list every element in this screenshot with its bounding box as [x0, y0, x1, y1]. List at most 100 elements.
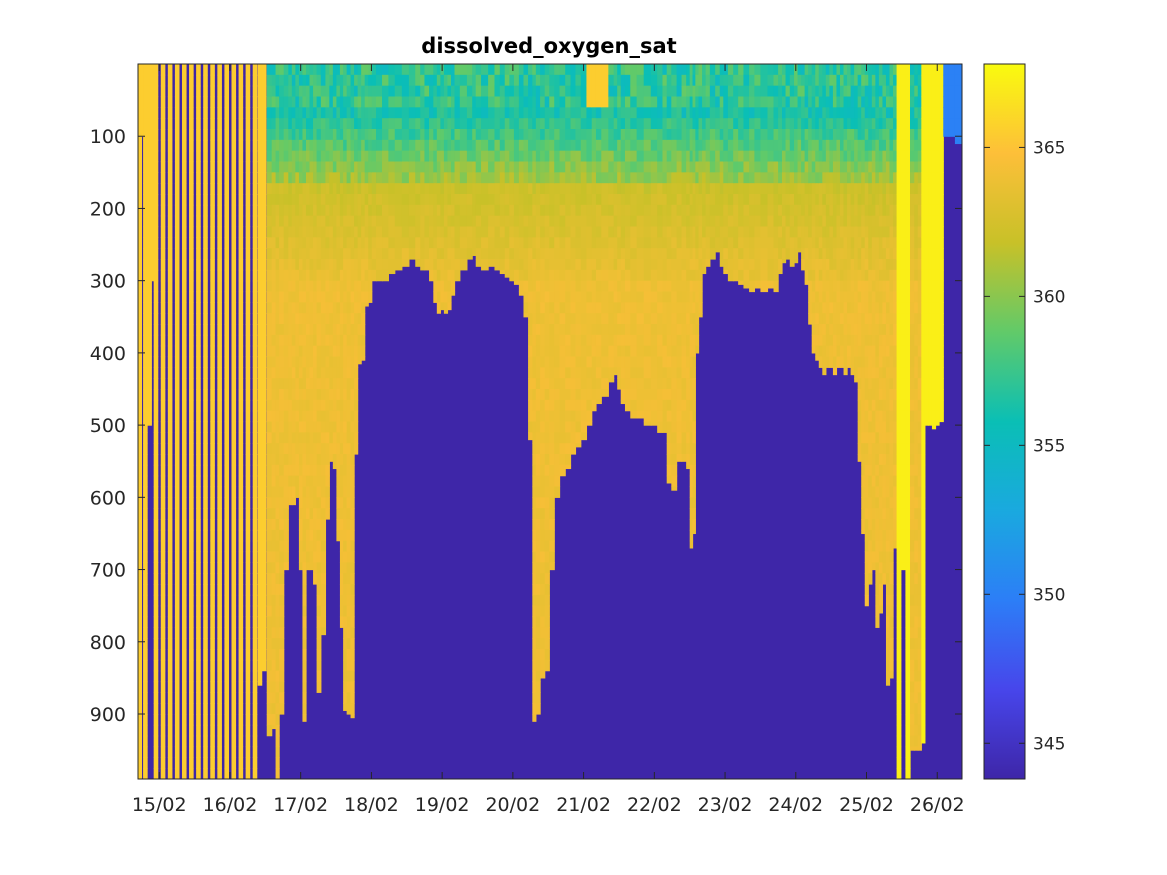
- heatmap-cell: [174, 594, 180, 607]
- heatmap-cell: [167, 139, 173, 152]
- heatmap-cell: [261, 508, 267, 520]
- heatmap-cell: [329, 399, 334, 412]
- heatmap-cell: [174, 194, 180, 206]
- heatmap-cell: [554, 107, 561, 119]
- heatmap-cell: [719, 215, 724, 228]
- heatmap-cell: [313, 302, 318, 314]
- heatmap-cell: [354, 356, 359, 368]
- heatmap-cell: [676, 226, 683, 238]
- heatmap-cell: [523, 248, 529, 260]
- heatmap-cell: [320, 183, 327, 195]
- heatmap-cell: [540, 313, 546, 325]
- heatmap-cell: [279, 85, 285, 98]
- heatmap-cell: [189, 183, 194, 195]
- heatmap-cell: [181, 681, 187, 693]
- heatmap-cell: [343, 594, 348, 607]
- heatmap-cell: [257, 334, 263, 347]
- heatmap-cell: [339, 259, 344, 271]
- heatmap-cell: [160, 681, 166, 693]
- heatmap-cell: [443, 172, 449, 184]
- heatmap-cell: [760, 280, 769, 293]
- heatmap-cell: [283, 64, 289, 76]
- heatmap-cell: [595, 248, 602, 260]
- heatmap-cell: [271, 714, 277, 726]
- heatmap-cell: [343, 421, 348, 433]
- heatmap-cell: [160, 64, 166, 76]
- heatmap-cell: [643, 399, 652, 412]
- heatmap-cell: [767, 226, 775, 238]
- heatmap-cell: [580, 237, 588, 249]
- heatmap-cell: [203, 367, 208, 379]
- heatmap-cell: [580, 85, 588, 98]
- heatmap-cell: [350, 562, 355, 574]
- heatmap-cell: [686, 432, 691, 444]
- heatmap-cell: [554, 215, 561, 228]
- heatmap-cell: [257, 475, 263, 488]
- heatmap-cell: [325, 367, 330, 379]
- heatmap-cell: [544, 204, 550, 217]
- heatmap-cell: [630, 107, 638, 119]
- heatmap-cell: [320, 118, 327, 130]
- heatmap-cell: [570, 107, 577, 119]
- heatmap-cell: [617, 150, 622, 163]
- heatmap-cell: [313, 508, 318, 520]
- heatmap-cell: [624, 356, 631, 368]
- heatmap-cell: [339, 226, 344, 238]
- heatmap-cell: [257, 183, 263, 195]
- heatmap-cell: [302, 302, 307, 314]
- heatmap-cell: [643, 421, 652, 426]
- heatmap-cell: [686, 464, 691, 470]
- heatmap-cell: [686, 443, 691, 455]
- heatmap-cell: [454, 161, 461, 173]
- heatmap-cell: [181, 540, 187, 553]
- heatmap-cell: [580, 215, 588, 228]
- heatmap-cell: [689, 269, 694, 282]
- heatmap-cell: [676, 421, 683, 433]
- heatmap-cell: [719, 237, 724, 249]
- heatmap-cell: [350, 259, 355, 271]
- heatmap-cell: [309, 85, 314, 98]
- heatmap-cell: [305, 389, 311, 401]
- heatmap-cell: [150, 85, 155, 98]
- heatmap-cell: [325, 410, 330, 423]
- heatmap-cell: [580, 107, 588, 119]
- heatmap-cell: [231, 475, 237, 488]
- heatmap-cell: [181, 659, 187, 672]
- heatmap-cell: [528, 204, 533, 217]
- heatmap-cell: [586, 139, 593, 152]
- heatmap-cell: [692, 85, 696, 98]
- heatmap-cell: [429, 248, 434, 260]
- heatmap-cell: [662, 139, 668, 152]
- heatmap-cell: [580, 161, 588, 173]
- heatmap-cell: [657, 139, 664, 152]
- heatmap-cell: [778, 226, 783, 238]
- heatmap-cell: [719, 96, 724, 108]
- heatmap-cell: [549, 269, 555, 282]
- heatmap-cell: [591, 269, 597, 282]
- heatmap-cell: [336, 129, 341, 141]
- heatmap-cell: [554, 399, 561, 412]
- heatmap-cell: [554, 161, 561, 173]
- heatmap-cell: [279, 107, 285, 119]
- heatmap-cell: [689, 215, 694, 228]
- heatmap-cell: [371, 118, 377, 130]
- heatmap-cell: [388, 161, 396, 173]
- heatmap-cell: [549, 215, 555, 228]
- heatmap-cell: [291, 269, 296, 282]
- heatmap-cell: [167, 378, 173, 390]
- heatmap-cell: [608, 226, 615, 238]
- heatmap-cell: [523, 129, 529, 141]
- heatmap-cell: [565, 324, 572, 336]
- heatmap-cell: [535, 562, 541, 574]
- heatmap-cell: [343, 378, 348, 390]
- heatmap-cell: [295, 64, 300, 76]
- heatmap-cell: [257, 215, 263, 228]
- heatmap-cell: [499, 74, 506, 87]
- heatmap-cell: [266, 248, 273, 260]
- heatmap-cell: [203, 464, 208, 477]
- heatmap-cell: [167, 540, 173, 553]
- heatmap-cell: [681, 378, 687, 390]
- heatmap-cell: [636, 367, 645, 379]
- heatmap-cell: [376, 107, 383, 119]
- heatmap-cell: [153, 616, 159, 628]
